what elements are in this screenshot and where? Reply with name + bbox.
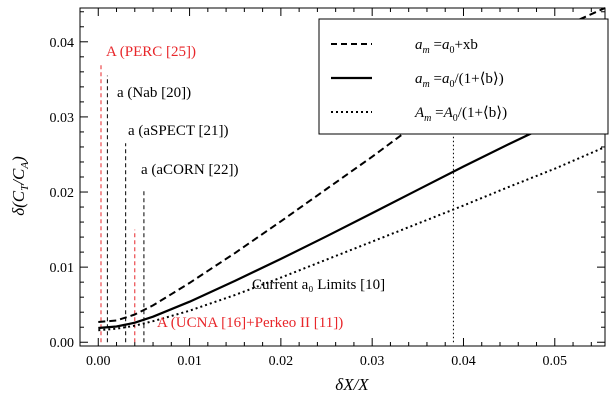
x-tick-label: 0.01 [177, 354, 202, 369]
annotation-label: Current a₀ Limits [10] [252, 277, 385, 293]
x-tick-label: 0.02 [269, 354, 294, 369]
legend-label-solid: am =a0/(1+⟨b⟩) [415, 71, 504, 90]
x-tick-label: 0.05 [543, 354, 568, 369]
series-line-dotted [98, 146, 606, 332]
x-tick-label: 0.00 [86, 354, 111, 369]
legend-box [318, 18, 609, 135]
legend-label-dashed: am =a0+xb [415, 37, 478, 56]
limit-label: a (Nab [20]) [117, 85, 191, 101]
series [98, 7, 606, 332]
legend-label-dotted: Am =A0/(1+⟨b⟩) [414, 105, 507, 124]
annotations: A (PERC [25]) a (Nab [20]) a (aSPECT [21])… [106, 44, 385, 331]
y-tick-label: 0.02 [50, 186, 75, 201]
limit-lines [100, 45, 454, 343]
x-tick-label: 0.04 [451, 354, 476, 369]
legend: am =a0+xb am =a0/(1+⟨b⟩) Am =A0/(1+⟨b⟩) [318, 18, 609, 135]
annotation-label: A (UCNA [16]+Perkeo II [11]) [157, 315, 343, 331]
y-tick-label: 0.03 [50, 111, 75, 126]
series-line-dashed [98, 7, 606, 323]
x-tick-label: 0.03 [360, 354, 385, 369]
y-axis-title: δ(CT/CA) [9, 156, 31, 216]
x-axis-title: δX/X [335, 375, 369, 394]
axes: 0.00 0.01 0.02 0.03 0.04 0.05 0.00 0.01 0.02 0.03… [50, 7, 606, 369]
y-tick-label: 0.00 [50, 336, 75, 351]
y-tick-label: 0.01 [50, 261, 75, 276]
limit-label: a (aCORN [22]) [141, 162, 238, 178]
limit-label: A (PERC [25]) [106, 44, 196, 60]
y-tick-label: 0.04 [50, 36, 75, 51]
series-line-solid [98, 97, 606, 330]
limit-label: a (aSPECT [21]) [128, 123, 229, 139]
